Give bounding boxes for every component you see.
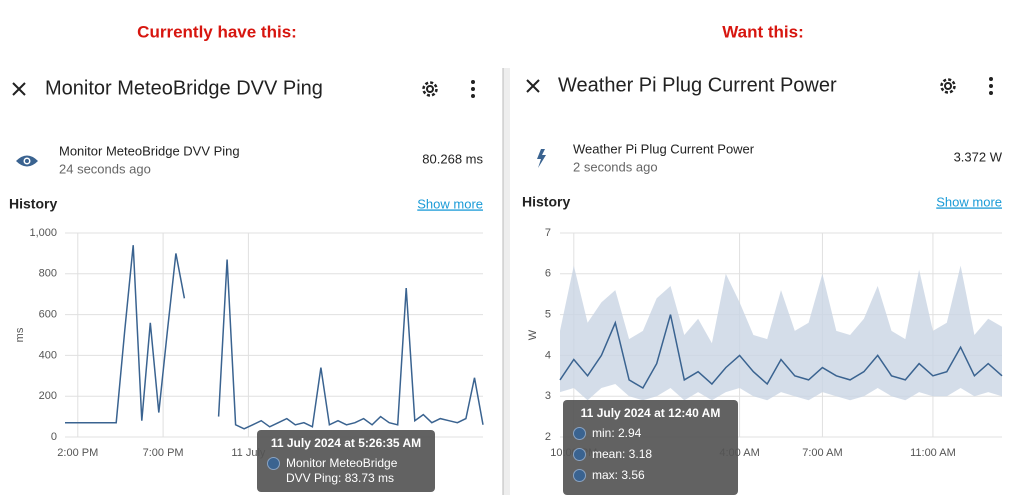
y-tick-label: 400 — [39, 349, 57, 361]
y-tick-label: 7 — [545, 227, 551, 239]
heading: Currently have this: — [137, 22, 297, 41]
y-tick-label: 3 — [545, 390, 551, 402]
y-tick-label: 0 — [51, 431, 57, 443]
tooltip: 11 July 2024 at 5:26:35 AM Monitor Meteo… — [257, 430, 435, 492]
dialog-title: Weather Pi Plug Current Power — [558, 74, 837, 96]
tooltip-line: min: 2.94 — [592, 426, 642, 440]
y-tick-label: 6 — [545, 268, 551, 280]
entity-name: Monitor MeteoBridge DVV Ping — [59, 143, 240, 158]
x-tick-label: 11:00 AM — [910, 447, 956, 459]
last-changed: 2 seconds ago — [573, 159, 658, 174]
range-band — [560, 265, 1002, 401]
menu-icon[interactable] — [471, 80, 475, 98]
close-icon[interactable] — [12, 82, 26, 96]
x-tick-label: 7:00 AM — [802, 447, 842, 459]
y-axis-label: W — [527, 329, 539, 340]
data-line — [65, 245, 484, 430]
state: 3.372 W — [954, 149, 1003, 164]
data-line — [559, 314, 1003, 390]
state: 80.268 ms — [422, 151, 483, 166]
tooltip-line: max: 3.56 — [592, 468, 645, 482]
section-title: History — [9, 196, 57, 212]
show-more-link[interactable]: Show more — [936, 194, 1002, 209]
y-tick-label: 200 — [39, 390, 57, 402]
entity-name: Weather Pi Plug Current Power — [573, 141, 755, 156]
tooltip-line: Monitor MeteoBridge DVV Ping: 83.73 ms — [286, 456, 398, 485]
y-axis-label: ms — [14, 327, 26, 342]
divider — [503, 68, 510, 495]
y-tick-label: 2 — [545, 431, 551, 443]
close-icon[interactable] — [526, 79, 540, 93]
tooltip-line: mean: 3.18 — [592, 447, 653, 461]
y-tick-label: 5 — [545, 309, 551, 321]
settings-icon[interactable] — [422, 81, 438, 97]
x-tick-label: 2:00 PM — [57, 447, 98, 459]
tooltip: 11 July 2024 at 12:40 AM min: 2.94 mean:… — [563, 400, 738, 495]
settings-icon[interactable] — [940, 78, 956, 94]
heading: Want this: — [722, 22, 804, 41]
y-tick-label: 600 — [39, 309, 57, 321]
tooltip-title: 11 July 2024 at 12:40 AM — [580, 406, 721, 420]
y-tick-label: 800 — [39, 268, 57, 280]
show-more-link[interactable]: Show more — [417, 196, 483, 211]
y-tick-label: 1,000 — [29, 227, 57, 239]
eye-icon — [16, 155, 38, 167]
section-title: History — [522, 194, 570, 210]
menu-icon[interactable] — [989, 77, 993, 95]
x-tick-label: 7:00 PM — [143, 447, 184, 459]
y-tick-label: 4 — [545, 349, 551, 361]
dialog-title: Monitor MeteoBridge DVV Ping — [45, 77, 323, 99]
bolt-icon — [537, 149, 546, 168]
last-changed: 24 seconds ago — [59, 161, 151, 176]
tooltip-title: 11 July 2024 at 5:26:35 AM — [270, 436, 422, 450]
